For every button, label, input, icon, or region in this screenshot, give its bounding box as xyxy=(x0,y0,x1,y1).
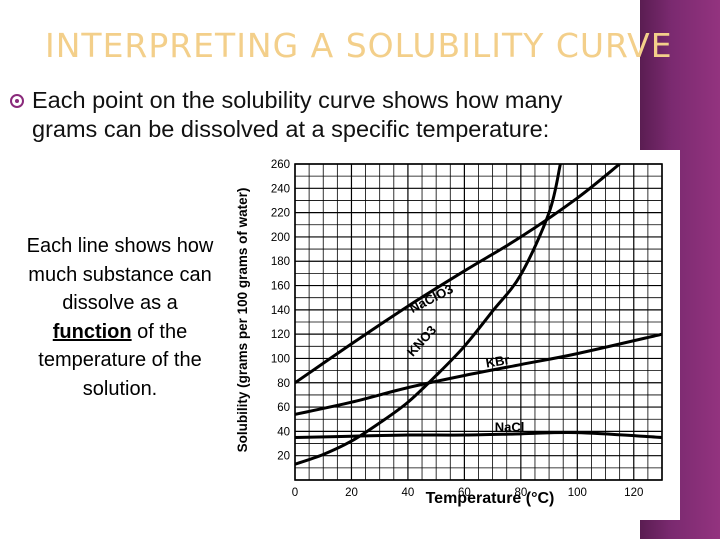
plot-frame xyxy=(294,163,663,481)
x-tick-label: 80 xyxy=(514,487,527,499)
y-axis-label: Solubility (grams per 100 grams of water… xyxy=(235,188,250,453)
y-tick-label: 20 xyxy=(277,451,290,463)
chart-series xyxy=(295,164,662,466)
slide-title: Interpreting a Solubility Curve xyxy=(45,26,673,65)
y-tick-label: 200 xyxy=(271,232,290,244)
bullet-text: Each point on the solubility curve shows… xyxy=(32,87,563,142)
y-tick-label: 80 xyxy=(277,378,290,390)
y-tick-label: 60 xyxy=(277,402,290,414)
x-tick-label: 100 xyxy=(568,487,587,499)
y-tick-label: 140 xyxy=(271,305,290,317)
y-tick-label: 160 xyxy=(271,281,290,293)
chart-grid xyxy=(294,163,663,481)
series-label-naclo3: NaClO3 xyxy=(407,281,456,316)
function-emphasis: function xyxy=(52,320,132,343)
solubility-chart: 0 20 40 60 80 100 120 20 40 60 80 100 120 140 160 180 20… xyxy=(225,150,680,520)
x-tick-label: 20 xyxy=(345,487,358,499)
y-tick-label: 40 xyxy=(277,426,290,438)
explanation-text: Each line shows how much substance can d… xyxy=(20,232,220,403)
series-label-kno3: KNO3 xyxy=(404,322,439,359)
solubility-chart-svg: 0 20 40 60 80 100 120 20 40 60 80 100 120 140 160 180 20… xyxy=(235,159,663,507)
y-tick-label: 240 xyxy=(271,183,290,195)
series-line-naclo3 xyxy=(295,164,621,385)
series-label-nacl: NaCl xyxy=(495,419,525,434)
y-tick-label: 120 xyxy=(271,329,290,341)
y-tick-label: 100 xyxy=(271,353,290,365)
series-line-kbr xyxy=(295,332,662,416)
series-line-nacl xyxy=(295,430,662,439)
x-tick-label: 60 xyxy=(458,487,471,499)
x-tick-label: 120 xyxy=(624,487,643,499)
explanation-text-part2: of the temperature of the solution. xyxy=(38,320,202,400)
explanation-text-part1: Each line shows how much substance can d… xyxy=(26,235,214,314)
y-tick-label: 260 xyxy=(271,159,290,171)
y-tick-label: 220 xyxy=(271,208,290,220)
series-label-kbr: KBr xyxy=(485,352,511,371)
x-axis-label: Temperature (°C) xyxy=(426,490,555,507)
series-line-kno3 xyxy=(295,164,562,466)
x-tick-label: 40 xyxy=(402,487,415,499)
bullet-circle-icon xyxy=(10,94,24,108)
chart-ticks: 0 20 40 60 80 100 120 20 40 60 80 100 120 140 160 180 20… xyxy=(271,159,644,499)
y-tick-label: 180 xyxy=(271,256,290,268)
x-tick-label: 0 xyxy=(292,487,298,499)
